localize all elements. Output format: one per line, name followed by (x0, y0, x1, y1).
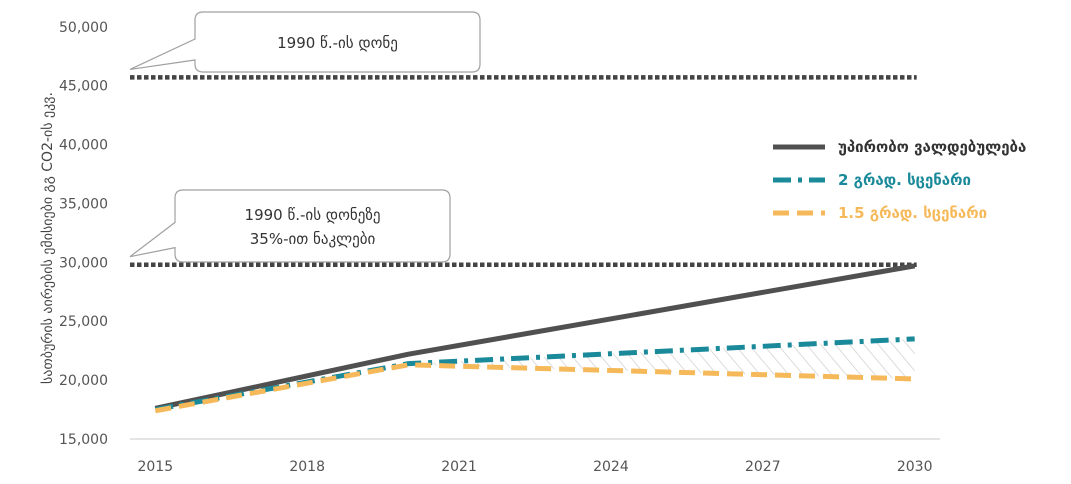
x-tick-label: 2018 (289, 459, 325, 475)
y-axis: 15,000 20,000 25,000 30,000 35,000 40,000 45,0… (59, 20, 108, 448)
reference-label: 35%-ით ნაკლები (250, 230, 376, 248)
series-line (154, 263, 916, 411)
x-tick-label: 2015 (137, 459, 173, 475)
x-tick-label: 2030 (897, 459, 933, 475)
shaded-region (408, 338, 915, 379)
y-tick-label: 15,000 (59, 432, 108, 448)
y-tick-label: 25,000 (59, 314, 108, 330)
scenario-gap-area (408, 338, 915, 379)
legend-label: უპირობო ვალდებულება (838, 138, 1026, 156)
legend-label: 2 გრად. სცენარი (838, 171, 971, 189)
legend: უპირობო ვალდებულება 2 გრად. სცენარი 1.5 გრ… (773, 138, 1026, 222)
y-tick-label: 40,000 (59, 138, 108, 154)
y-axis-label: სათბურის აირების ემისიები გგ CO2-ის ეკვ. (39, 92, 56, 384)
y-tick-label: 30,000 (59, 255, 108, 271)
x-tick-label: 2021 (441, 459, 477, 475)
legend-label: 1.5 გრად. სცენარი (838, 204, 987, 222)
y-tick-label: 45,000 (59, 79, 108, 95)
reference-label: 1990 წ.-ის დონეზე (245, 206, 381, 224)
reference-label: 1990 წ.-ის დონე (277, 34, 398, 52)
y-tick-label: 50,000 (59, 20, 108, 36)
x-axis: 2015 2018 2021 2024 2027 2030 (137, 459, 932, 475)
reference-lines: 1990 წ.-ის დონე 1990 წ.-ის დონეზე 35%-ით ნ… (129, 11, 917, 267)
reference-callout (129, 189, 451, 263)
x-tick-label: 2027 (745, 459, 781, 475)
reference-callout (129, 11, 481, 73)
series-lines (154, 263, 916, 414)
y-tick-label: 35,000 (59, 196, 108, 212)
x-tick-label: 2024 (593, 459, 629, 475)
series-line (154, 362, 915, 414)
y-tick-label: 20,000 (59, 373, 108, 389)
